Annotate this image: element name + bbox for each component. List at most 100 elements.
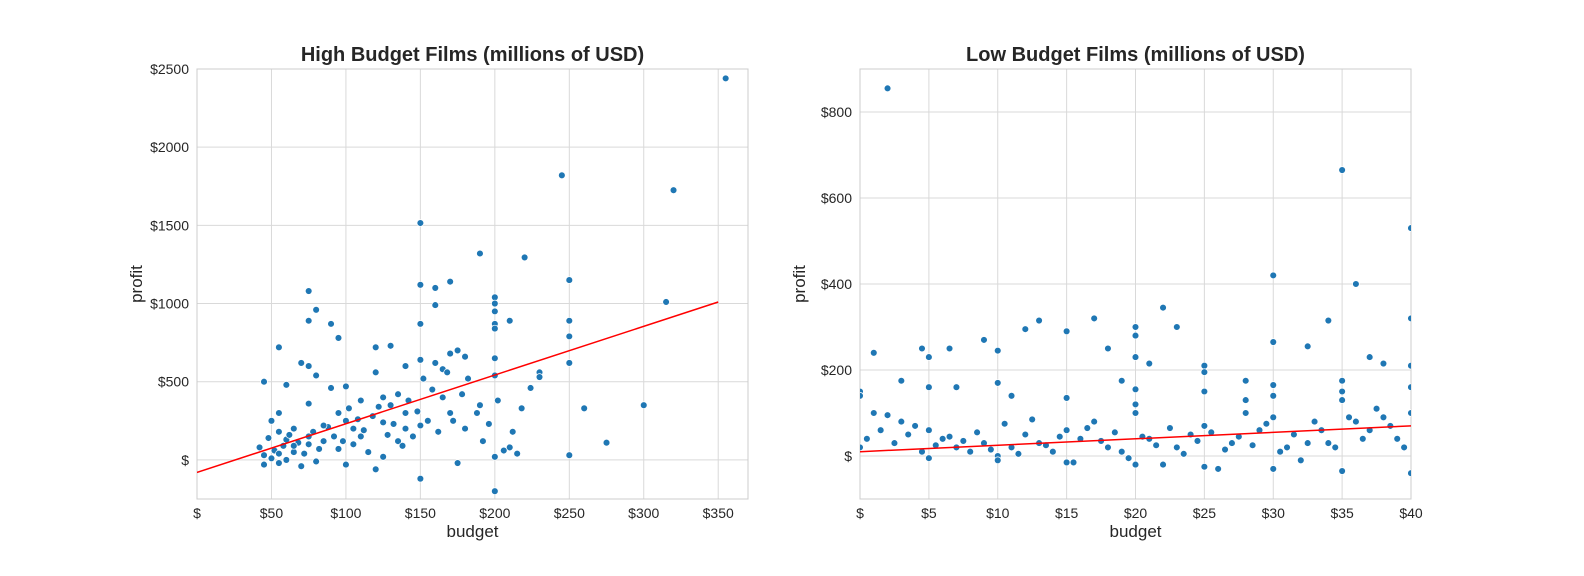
high-budget-panel: High Budget Films (millions of USD) budg… (127, 44, 749, 541)
low-budget-data-point (1076, 435, 1085, 443)
high-budget-data-point (580, 404, 588, 413)
low-budget-data-point (1241, 409, 1250, 417)
low-budget-data-point (925, 353, 933, 361)
low-budget-data-point (870, 409, 878, 417)
low-budget-data-point (1131, 460, 1140, 469)
low-budget-data-point (1324, 439, 1333, 447)
low-budget-x-tick-label: $5 (921, 505, 937, 521)
low-budget-data-point (1310, 417, 1319, 426)
low-budget-data-point (1049, 447, 1057, 456)
high-budget-data-point (379, 393, 387, 402)
low-budget-x-tick-label: $10 (986, 505, 1010, 521)
high-budget-data-point (434, 428, 442, 436)
high-budget-data-point (297, 462, 305, 470)
high-budget-data-point (520, 253, 529, 262)
high-budget-data-point (446, 277, 454, 286)
low-budget-data-point (1062, 458, 1071, 467)
low-budget-data-point (1173, 323, 1181, 331)
low-budget-data-point (1365, 353, 1374, 361)
high-budget-data-point (386, 342, 395, 350)
low-budget-data-point (1159, 303, 1167, 312)
low-budget-data-point (1090, 314, 1098, 323)
low-budget-data-point (1283, 443, 1291, 452)
low-budget-x-tick-label: $ (856, 505, 864, 521)
high-budget-data-point (290, 448, 298, 456)
high-budget-data-point (275, 409, 283, 417)
high-budget-data-point (517, 404, 526, 413)
low-budget-data-point (1131, 323, 1140, 331)
low-budget-y-tick-label: $200 (821, 362, 852, 378)
low-budget-data-point (883, 84, 892, 93)
high-budget-data-point (342, 460, 350, 469)
low-budget-data-point (1111, 428, 1119, 437)
high-budget-data-point (491, 354, 499, 363)
low-budget-data-point (1104, 443, 1112, 452)
low-budget-data-point (860, 392, 864, 400)
high-budget-data-point (267, 417, 276, 425)
high-budget-data-point (300, 449, 308, 458)
high-budget-data-point (446, 349, 454, 358)
low-budget-data-point (1069, 458, 1078, 467)
high-budget-data-point (304, 399, 313, 408)
high-budget-data-point (491, 307, 499, 316)
low-budget-data-point (863, 435, 871, 443)
low-budget-data-point (1131, 409, 1140, 417)
low-budget-data-point (973, 428, 981, 437)
high-budget-x-tick-label: $200 (479, 505, 510, 521)
low-budget-data-point (945, 432, 954, 441)
high-budget-data-point (416, 219, 425, 227)
low-budget-data-point (1400, 443, 1408, 452)
high-budget-x-tick-label: $300 (628, 505, 659, 521)
low-budget-data-point (1173, 443, 1181, 452)
low-budget-data-point (1269, 381, 1277, 389)
low-budget-data-point (1338, 467, 1346, 475)
low-budget-data-point (966, 447, 974, 456)
low-budget-points (860, 84, 1411, 477)
high-budget-data-point (413, 407, 422, 416)
high-budget-data-point (526, 384, 535, 392)
high-budget-data-point (491, 453, 499, 461)
low-budget-data-point (1083, 424, 1092, 432)
low-budget-data-point (1407, 314, 1411, 323)
low-budget-data-point (1117, 377, 1126, 385)
low-budget-data-point (1393, 435, 1401, 443)
high-budget-data-point (312, 306, 320, 314)
low-budget-data-point (980, 336, 988, 344)
high-budget-data-point (662, 298, 670, 306)
low-budget-data-point (1131, 400, 1140, 409)
low-budget-data-point (1379, 413, 1388, 422)
low-budget-data-point (1407, 383, 1411, 391)
high-budget-data-point (565, 316, 574, 325)
high-budget-y-tick-label: $1500 (150, 217, 189, 233)
high-budget-data-point (669, 186, 678, 194)
low-budget-data-point (1241, 377, 1250, 385)
low-budget-data-point (1248, 441, 1257, 450)
high-budget-data-point (565, 332, 574, 341)
high-budget-data-point (282, 456, 291, 464)
high-budget-data-point (491, 293, 499, 302)
high-budget-x-tick-label: $350 (703, 505, 734, 521)
high-budget-data-point (374, 402, 383, 411)
high-budget-data-point (449, 417, 457, 425)
low-budget-data-point (993, 456, 1002, 465)
high-budget-data-point (290, 424, 298, 433)
high-budget-data-point (282, 381, 291, 389)
low-budget-data-point (1131, 385, 1140, 394)
high-budget-data-point (275, 459, 283, 467)
high-budget-data-point (398, 442, 407, 450)
low-budget-data-point (1200, 368, 1209, 376)
low-budget-data-point (1124, 454, 1133, 462)
high-budget-data-point (640, 401, 648, 409)
low-budget-data-point (1407, 224, 1411, 232)
high-budget-y-tick-label: $500 (158, 374, 189, 390)
low-budget-plot-frame (859, 68, 1412, 500)
high-budget-data-point (453, 459, 462, 467)
high-budget-data-point (371, 465, 380, 474)
high-budget-data-point (461, 424, 469, 433)
low-budget-data-point (870, 349, 878, 357)
low-budget-data-point (1035, 316, 1043, 325)
high-budget-x-tick-label: $100 (330, 505, 361, 521)
high-budget-data-point (416, 356, 425, 364)
low-budget-data-point (1200, 387, 1209, 396)
low-budget-data-point (897, 417, 906, 426)
